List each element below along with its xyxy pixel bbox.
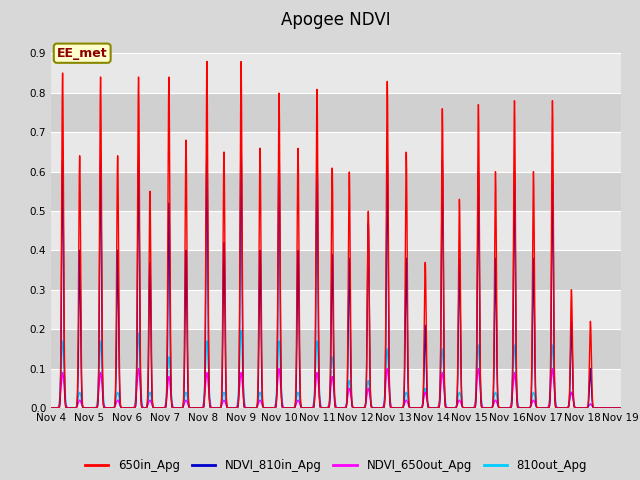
Bar xyxy=(51,211,621,251)
Bar xyxy=(51,290,621,329)
Text: EE_met: EE_met xyxy=(57,47,108,60)
Bar xyxy=(51,329,621,369)
Bar xyxy=(51,171,621,211)
Bar xyxy=(51,369,621,408)
Legend: 650in_Apg, NDVI_810in_Apg, NDVI_650out_Apg, 810out_Apg: 650in_Apg, NDVI_810in_Apg, NDVI_650out_A… xyxy=(80,455,592,477)
Bar xyxy=(51,93,621,132)
Title: Apogee NDVI: Apogee NDVI xyxy=(281,11,391,29)
Bar xyxy=(51,132,621,171)
Bar xyxy=(51,251,621,290)
Bar xyxy=(51,53,621,93)
